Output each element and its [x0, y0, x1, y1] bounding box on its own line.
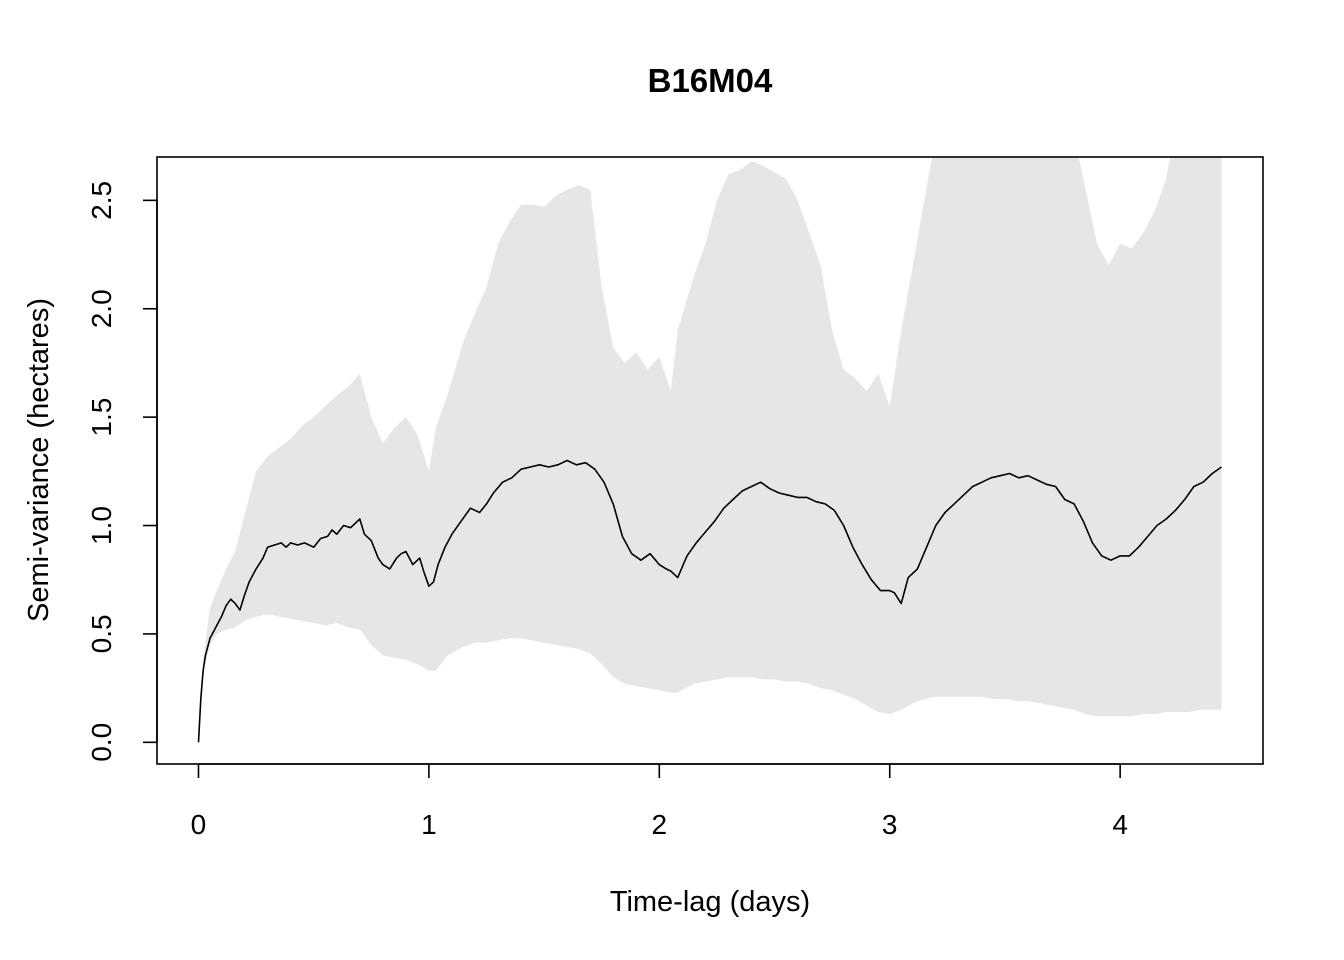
x-tick-label: 2 — [652, 809, 668, 840]
x-tick-label: 0 — [191, 809, 207, 840]
y-tick-label: 1.0 — [86, 506, 117, 545]
y-axis: 0.0 0.5 1.0 1.5 2.0 2.5 — [86, 181, 158, 762]
x-axis: 0 1 2 3 4 — [191, 763, 1128, 840]
x-tick-label: 1 — [421, 809, 437, 840]
semivariance-line — [197, 459, 1222, 743]
y-tick-label: 0.5 — [86, 614, 117, 653]
y-tick-label: 1.5 — [86, 398, 117, 437]
plot-area — [197, 157, 1222, 743]
y-tick-label: 2.0 — [86, 289, 117, 328]
y-axis-label: Semi-variance (hectares) — [23, 298, 55, 622]
x-tick-label: 4 — [1112, 809, 1128, 840]
y-tick-label: 2.5 — [86, 181, 117, 220]
chart-title: B16M04 — [648, 62, 773, 99]
confidence-band — [198, 157, 1222, 743]
x-axis-label: Time-lag (days) — [610, 886, 810, 918]
x-tick-label: 3 — [882, 809, 898, 840]
y-tick-label: 0.0 — [86, 723, 117, 762]
